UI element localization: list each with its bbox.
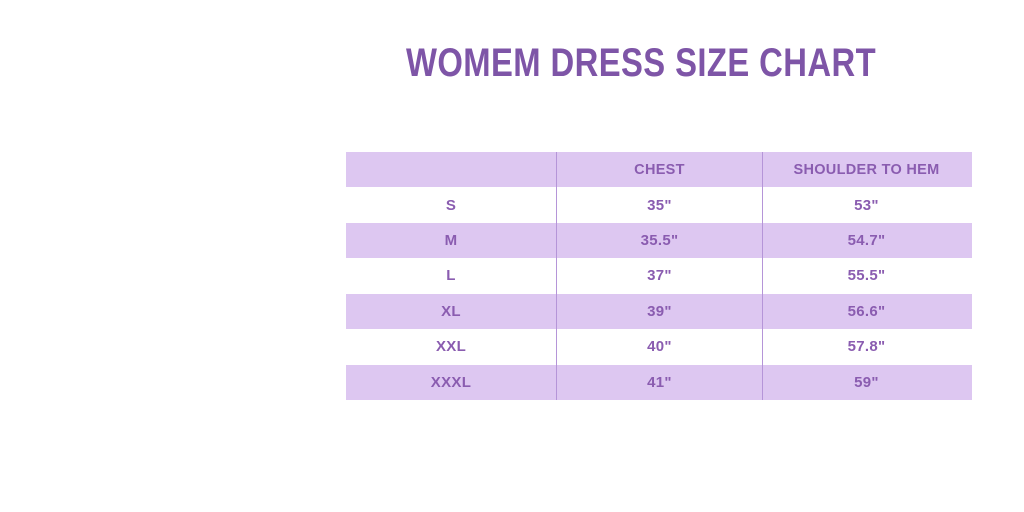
header-cell-size	[346, 152, 556, 187]
shoulder-to-hem-cell: 56.6"	[762, 293, 970, 330]
size-cell: XXL	[435, 338, 467, 356]
chest-cell: 41"	[556, 364, 762, 400]
size-cell: L	[446, 267, 456, 285]
chest-cell: 35"	[556, 187, 762, 223]
shoulder-to-hem-cell: 57.8"	[762, 329, 970, 365]
size-cell: XXXL	[430, 373, 472, 391]
chest-cell: 35.5"	[556, 222, 762, 259]
size-cell: S	[445, 196, 457, 214]
size-cell: M	[444, 232, 458, 250]
header-cell-shoulder-to-hem: SHOULDER TO HEM	[762, 152, 970, 188]
chest-cell: 40"	[556, 329, 762, 365]
shoulder-to-hem-cell: 54.7"	[762, 222, 970, 259]
table-row-xxxl: XXXL 41" 59"	[346, 364, 972, 400]
size-cell: XL	[441, 302, 461, 320]
table-row-m: M 35.5" 54.7"	[346, 222, 972, 259]
chest-cell: 39"	[556, 293, 762, 330]
chest-cell: 37"	[556, 258, 762, 294]
shoulder-to-hem-cell: 53"	[762, 187, 970, 223]
table-row-l: L 37" 55.5"	[346, 258, 972, 294]
page-title: WOMEM DRESS SIZE CHART	[405, 41, 877, 85]
shoulder-to-hem-cell: 59"	[762, 364, 970, 400]
table-header-row: CHEST SHOULDER TO HEM	[346, 152, 972, 188]
table-row-xl: XL 39" 56.6"	[346, 293, 972, 330]
table-row-xxl: XXL 40" 57.8"	[346, 329, 972, 365]
header-cell-chest: CHEST	[556, 152, 762, 188]
table-row-s: S 35" 53"	[346, 187, 972, 223]
shoulder-to-hem-cell: 55.5"	[762, 258, 970, 294]
size-chart-table: CHEST SHOULDER TO HEM S 35" 53" M 35.5" …	[346, 152, 972, 400]
